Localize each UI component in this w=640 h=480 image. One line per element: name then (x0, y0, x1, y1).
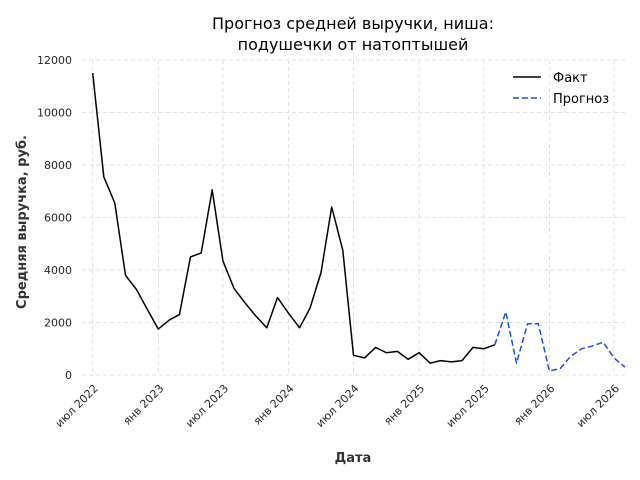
chart-title-line-1: Прогноз средней выручки, ниша: (212, 14, 494, 33)
y-axis-ticks: 0 2000 4000 6000 8000 10000 12000 (37, 54, 72, 382)
series-line-1 (494, 311, 626, 372)
x-tick-label: июл 2022 (53, 382, 101, 430)
y-tick-label: 0 (65, 369, 72, 382)
chart-title-line-2: подушечки от натоптышей (238, 35, 469, 54)
series-lines (91, 73, 626, 372)
x-tick-label: янв 2023 (121, 382, 167, 428)
x-tick-label: июл 2025 (444, 382, 492, 430)
series-line-0 (91, 73, 496, 364)
y-axis-label: Средняя выручка, руб. (15, 135, 30, 309)
x-tick-label: июл 2023 (183, 382, 231, 430)
y-tick-label: 4000 (44, 264, 72, 277)
x-tick-label: янв 2024 (251, 382, 297, 428)
y-tick-label: 10000 (37, 107, 72, 120)
grid-lines (82, 59, 625, 376)
x-tick-label: янв 2025 (381, 382, 427, 428)
y-tick-label: 6000 (44, 212, 72, 225)
y-tick-label: 2000 (44, 317, 72, 330)
y-tick-label: 12000 (37, 54, 72, 67)
y-tick-label: 8000 (44, 159, 72, 172)
x-axis-label: Дата (335, 451, 372, 466)
legend: Факт Прогноз (513, 71, 609, 107)
x-axis-ticks: июл 2022 янв 2023 июл 2023 янв 2024 июл 2024… (53, 382, 622, 430)
x-tick-label: июл 2024 (314, 382, 362, 430)
legend-label: Прогноз (553, 92, 609, 107)
x-tick-label: июл 2026 (574, 382, 622, 430)
x-tick-label: янв 2026 (512, 382, 558, 428)
legend-label: Факт (553, 71, 588, 86)
chart-title: Прогноз средней выручки, ниша: подушечки… (212, 14, 494, 54)
